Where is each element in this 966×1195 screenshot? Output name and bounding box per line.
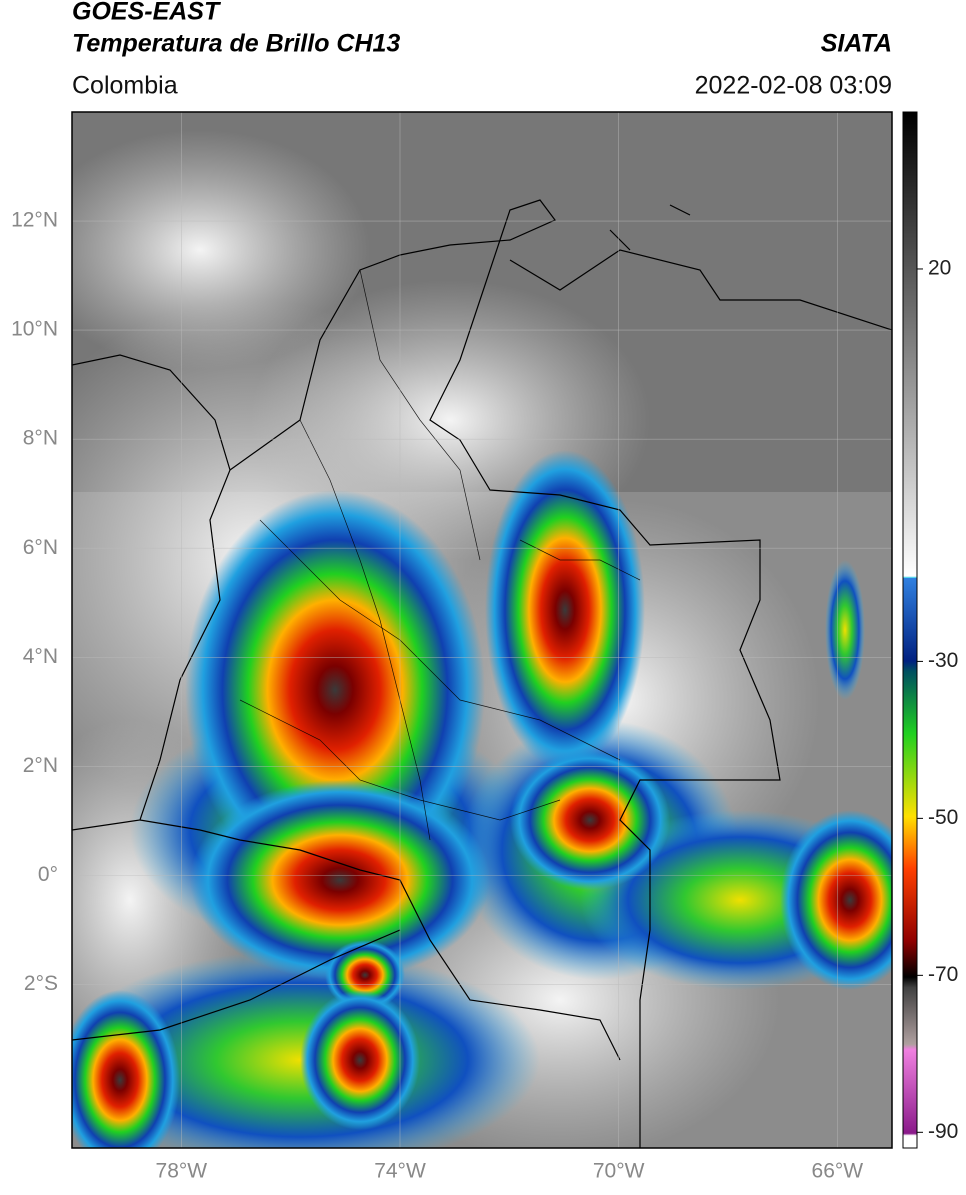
y-tick-label: 12°N — [11, 209, 58, 232]
colorbar-tick-label: -70 — [928, 963, 958, 986]
y-tick-label: 6°N — [23, 536, 58, 559]
region: Colombia — [72, 72, 178, 100]
x-tick-label: 78°W — [156, 1160, 208, 1183]
x-tick-label: 66°W — [812, 1160, 864, 1183]
y-tick-label: 0° — [38, 863, 58, 886]
colorbar-tick-label: -50 — [928, 806, 958, 829]
colorbar-tick-label: -90 — [928, 1120, 958, 1143]
grid — [72, 112, 892, 1148]
title: GOES-EAST — [72, 0, 222, 26]
y-tick-label: 4°N — [23, 645, 58, 668]
colorbar — [902, 111, 918, 1149]
y-tick-label: 10°N — [11, 318, 58, 341]
y-tick-label: 2°N — [23, 754, 58, 777]
colorbar-tick-label: 20 — [928, 257, 951, 280]
x-tick-label: 70°W — [593, 1160, 645, 1183]
map-image — [72, 112, 892, 1148]
y-tick-label: 2°S — [24, 972, 58, 995]
y-tick-label: 8°N — [23, 427, 58, 450]
map-frame — [71, 111, 893, 1149]
subtitle: Temperatura de Brillo CH13 — [72, 30, 400, 58]
datetime: 2022-02-08 03:09 — [695, 72, 892, 100]
colorbar-tick-label: -30 — [928, 649, 958, 672]
source: SIATA — [821, 30, 892, 58]
x-tick-label: 74°W — [374, 1160, 426, 1183]
